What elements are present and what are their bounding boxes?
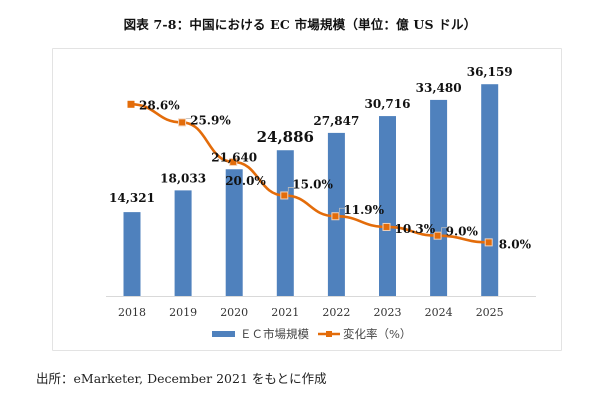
leader-line-2021	[287, 187, 295, 192]
line-label-2021: 15.0%	[292, 177, 333, 191]
line-series-group	[127, 100, 493, 247]
x-tick-2025: 2025	[476, 306, 504, 319]
source-note: 出所：eMarketer, December 2021 をもとに作成	[36, 371, 327, 386]
line-label-2018: 28.6%	[139, 98, 180, 112]
bar-2023	[379, 116, 396, 296]
x-tick-2018: 2018	[118, 306, 146, 319]
bar-label-2018: 14,321	[109, 191, 155, 205]
x-tick-labels: 2018 2019 2020 2021 2022 2023 2024 2025	[118, 306, 504, 319]
marker-2022	[331, 212, 340, 221]
legend-swatch-change-rate-marker	[326, 331, 332, 337]
line-label-2025: 8.0%	[499, 237, 532, 251]
legend-label-ec-market: ＥＣ市場規模	[240, 327, 309, 341]
chart-frame	[52, 48, 562, 351]
marker-2023	[382, 222, 391, 231]
bar-label-2024: 33,480	[416, 81, 462, 95]
line-label-2024: 9.0%	[446, 225, 479, 239]
bar-label-2021: 24,886	[257, 128, 314, 146]
marker-2025	[484, 238, 493, 247]
bar-2024	[430, 99, 448, 296]
x-tick-2023: 2023	[374, 306, 402, 319]
marker-2024	[433, 231, 442, 240]
bar-label-2025: 36,159	[467, 65, 513, 79]
bar-label-2019: 18,033	[160, 171, 206, 185]
x-tick-2020: 2020	[220, 306, 248, 319]
bar-2021	[276, 150, 294, 296]
marker-2021	[280, 191, 289, 200]
legend-label-change-rate: 変化率（%）	[343, 327, 411, 341]
marker-2019	[178, 118, 187, 127]
line-label-2023: 10.3%	[395, 222, 436, 236]
marker-2020	[229, 157, 238, 166]
line-label-2022: 11.9%	[343, 203, 384, 217]
line-change-rate	[130, 102, 489, 244]
bar-2025	[481, 84, 499, 296]
line-label-2019: 25.9%	[190, 113, 231, 127]
x-tick-2024: 2024	[425, 306, 453, 319]
legend: ＥＣ市場規模 変化率（%）	[212, 327, 411, 341]
bars-group	[123, 84, 499, 296]
bar-2020	[225, 169, 243, 296]
x-tick-2022: 2022	[322, 306, 350, 319]
bar-2019	[174, 190, 192, 296]
leader-line-2022	[338, 207, 346, 213]
legend-swatch-ec-market	[212, 331, 235, 337]
leader-line-2024	[441, 227, 448, 232]
line-label-2020: 20.0%	[225, 174, 266, 188]
bar-label-2023: 30,716	[365, 97, 411, 111]
bar-2018	[123, 212, 141, 296]
marker-2018	[127, 100, 135, 108]
chart-title: 図表 7-8：中国における EC 市場規模（単位：億 US ドル）	[123, 17, 477, 32]
bar-label-2020: 21,640	[211, 150, 257, 164]
line-data-labels: 28.6% 25.9% 20.0% 15.0% 11.9% 10.3% 9.0% 8.0%	[139, 98, 532, 251]
x-tick-2019: 2019	[169, 306, 197, 319]
x-tick-2021: 2021	[271, 306, 299, 319]
bar-label-2022: 27,847	[313, 114, 359, 128]
